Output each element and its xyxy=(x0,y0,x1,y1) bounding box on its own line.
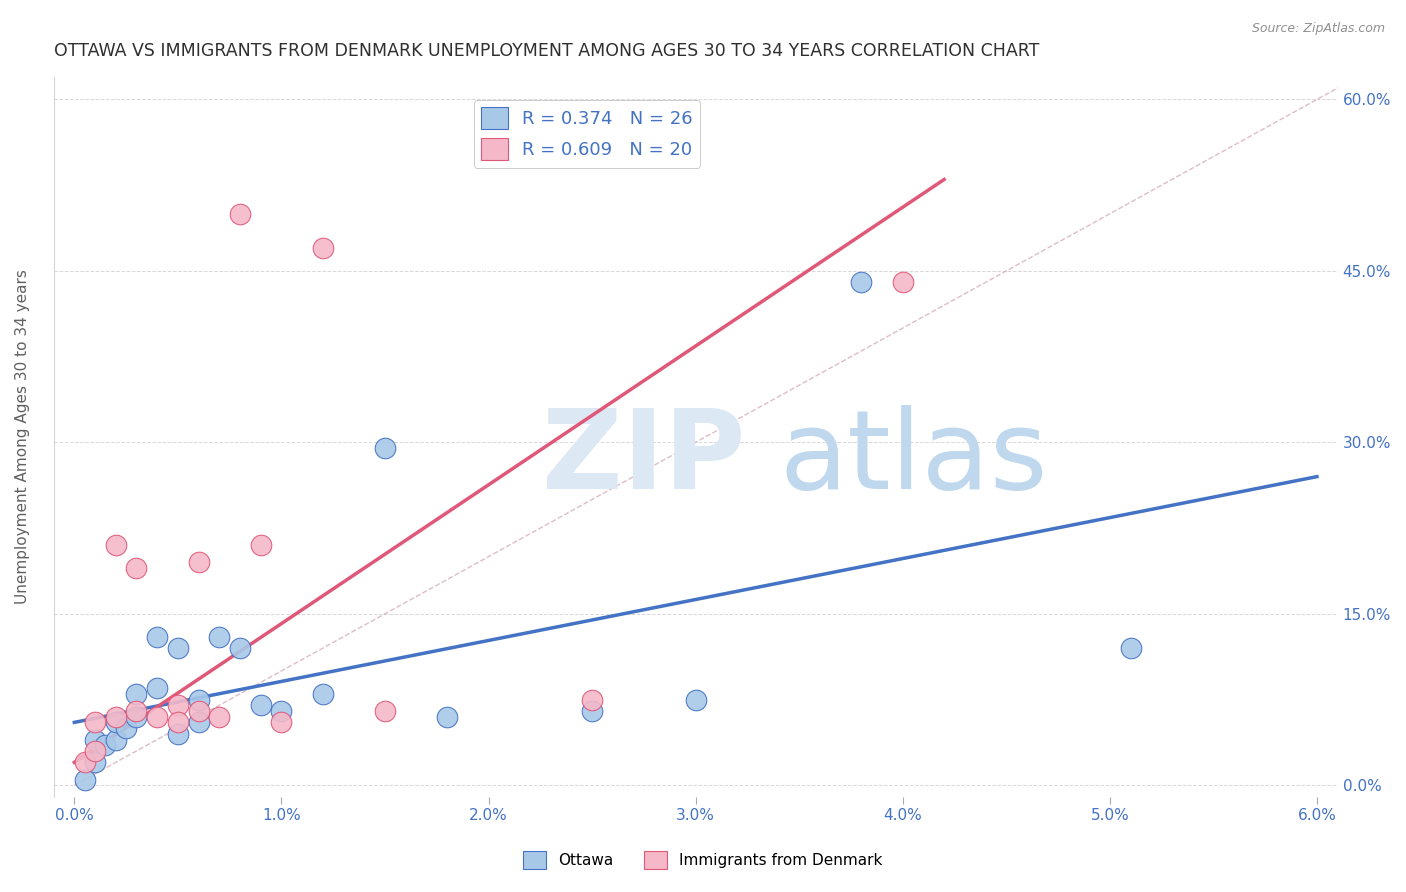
Point xyxy=(685,692,707,706)
Point xyxy=(891,276,914,290)
Point xyxy=(187,692,209,706)
Point xyxy=(312,687,335,701)
Text: atlas: atlas xyxy=(779,405,1047,512)
Point xyxy=(125,704,148,718)
Point xyxy=(208,709,231,723)
Point xyxy=(146,709,169,723)
Point xyxy=(94,738,117,752)
Point xyxy=(167,727,190,741)
Point xyxy=(581,692,603,706)
Point xyxy=(104,732,127,747)
Point xyxy=(187,715,209,730)
Point xyxy=(167,715,190,730)
Point xyxy=(270,715,292,730)
Point xyxy=(1119,641,1142,656)
Point xyxy=(73,756,96,770)
Legend: Ottawa, Immigrants from Denmark: Ottawa, Immigrants from Denmark xyxy=(517,845,889,875)
Point xyxy=(84,756,107,770)
Point xyxy=(229,641,252,656)
Point xyxy=(84,715,107,730)
Point xyxy=(187,555,209,569)
Point xyxy=(84,744,107,758)
Point xyxy=(84,732,107,747)
Point xyxy=(249,698,271,713)
Legend: R = 0.374   N = 26, R = 0.609   N = 20: R = 0.374 N = 26, R = 0.609 N = 20 xyxy=(474,100,700,168)
Point xyxy=(167,698,190,713)
Point xyxy=(115,721,138,735)
Point xyxy=(374,441,396,455)
Point xyxy=(187,704,209,718)
Point xyxy=(146,681,169,695)
Point xyxy=(167,641,190,656)
Point xyxy=(146,630,169,644)
Y-axis label: Unemployment Among Ages 30 to 34 years: Unemployment Among Ages 30 to 34 years xyxy=(15,269,30,604)
Text: ZIP: ZIP xyxy=(541,405,745,512)
Point xyxy=(125,709,148,723)
Point xyxy=(436,709,458,723)
Point xyxy=(73,772,96,787)
Point xyxy=(125,561,148,575)
Point xyxy=(270,704,292,718)
Text: Source: ZipAtlas.com: Source: ZipAtlas.com xyxy=(1251,22,1385,36)
Point xyxy=(851,276,873,290)
Point xyxy=(104,709,127,723)
Point xyxy=(229,207,252,221)
Point xyxy=(104,538,127,552)
Point xyxy=(312,241,335,255)
Text: OTTAWA VS IMMIGRANTS FROM DENMARK UNEMPLOYMENT AMONG AGES 30 TO 34 YEARS CORRELA: OTTAWA VS IMMIGRANTS FROM DENMARK UNEMPL… xyxy=(53,42,1039,60)
Point xyxy=(208,630,231,644)
Point xyxy=(104,715,127,730)
Point xyxy=(374,704,396,718)
Point xyxy=(581,704,603,718)
Point xyxy=(249,538,271,552)
Point xyxy=(125,687,148,701)
